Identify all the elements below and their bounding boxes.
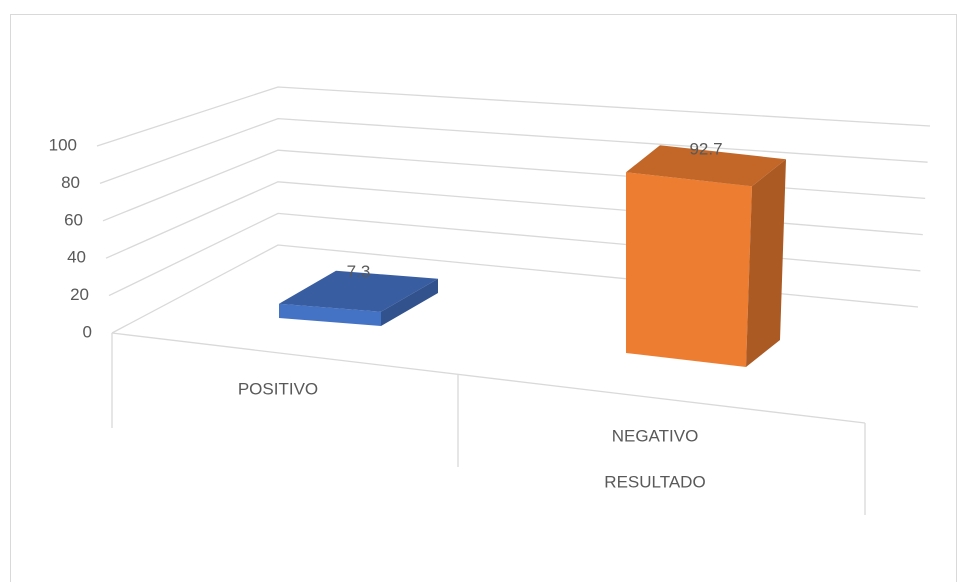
bar	[279, 270, 438, 326]
y-tick-label: 0	[83, 322, 92, 341]
y-tick-label: 80	[61, 173, 80, 192]
data-label: 92.7	[689, 140, 722, 159]
x-tick-label: NEGATIVO	[612, 426, 699, 445]
grid-line	[108, 212, 921, 297]
bar	[626, 145, 786, 367]
grid-line	[111, 244, 919, 334]
floor-edge	[111, 332, 866, 424]
bar-side	[381, 278, 438, 326]
data-label: 7.3	[347, 262, 371, 281]
y-tick-label: 100	[49, 135, 77, 154]
bar-top	[626, 145, 786, 187]
grid-line	[105, 181, 923, 259]
y-tick-label: 20	[70, 285, 89, 304]
bar-top	[279, 270, 438, 312]
bar-front	[626, 172, 752, 367]
grid-line	[96, 86, 931, 147]
y-tick-label: 40	[67, 248, 86, 267]
x-tick-label: POSITIVO	[238, 379, 318, 398]
bar-front	[279, 303, 381, 326]
bar-side	[746, 159, 786, 367]
x-axis-title: RESULTADO	[604, 472, 705, 491]
y-tick-label: 60	[64, 210, 83, 229]
grid-line	[102, 149, 926, 222]
grid-line	[99, 117, 928, 185]
